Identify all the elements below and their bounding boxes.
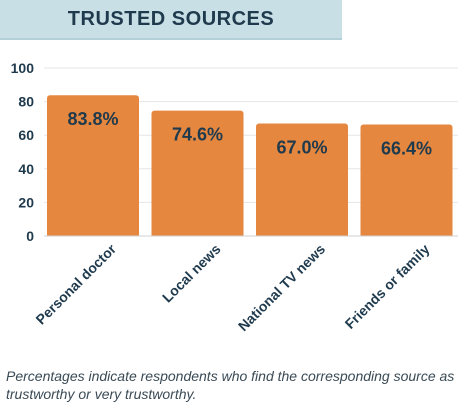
bar-base <box>256 232 348 236</box>
bar-base <box>47 232 139 236</box>
bar-base <box>360 232 453 236</box>
data-label: 83.8% <box>67 109 118 129</box>
x-tick-label: National TV news <box>235 241 328 334</box>
data-label: 66.4% <box>381 138 432 158</box>
y-tick-label: 100 <box>11 60 35 76</box>
chart-title-banner: TRUSTED SOURCES <box>0 0 342 40</box>
bar-base <box>151 232 244 236</box>
x-tick-label: Friends or family <box>342 241 433 332</box>
y-tick-label: 80 <box>18 94 34 110</box>
x-tick-label: Local news <box>159 241 224 306</box>
bar-chart: 0 20 40 60 80 100 83.8% Personal doctor 74.6% Loc… <box>11 60 458 334</box>
chart-title: TRUSTED SOURCES <box>67 7 275 30</box>
bar <box>151 110 244 236</box>
y-tick-label: 20 <box>18 194 34 210</box>
data-label: 74.6% <box>172 125 223 145</box>
x-tick-label: Personal doctor <box>32 240 119 327</box>
bar <box>47 95 139 236</box>
data-label: 67.0% <box>276 137 327 157</box>
footnote: Percentages indicate respondents who fin… <box>6 368 455 402</box>
y-tick-label: 0 <box>26 228 34 244</box>
bar <box>360 124 453 236</box>
y-tick-label: 40 <box>18 161 34 177</box>
y-tick-label: 60 <box>18 127 34 143</box>
bar <box>256 123 348 236</box>
